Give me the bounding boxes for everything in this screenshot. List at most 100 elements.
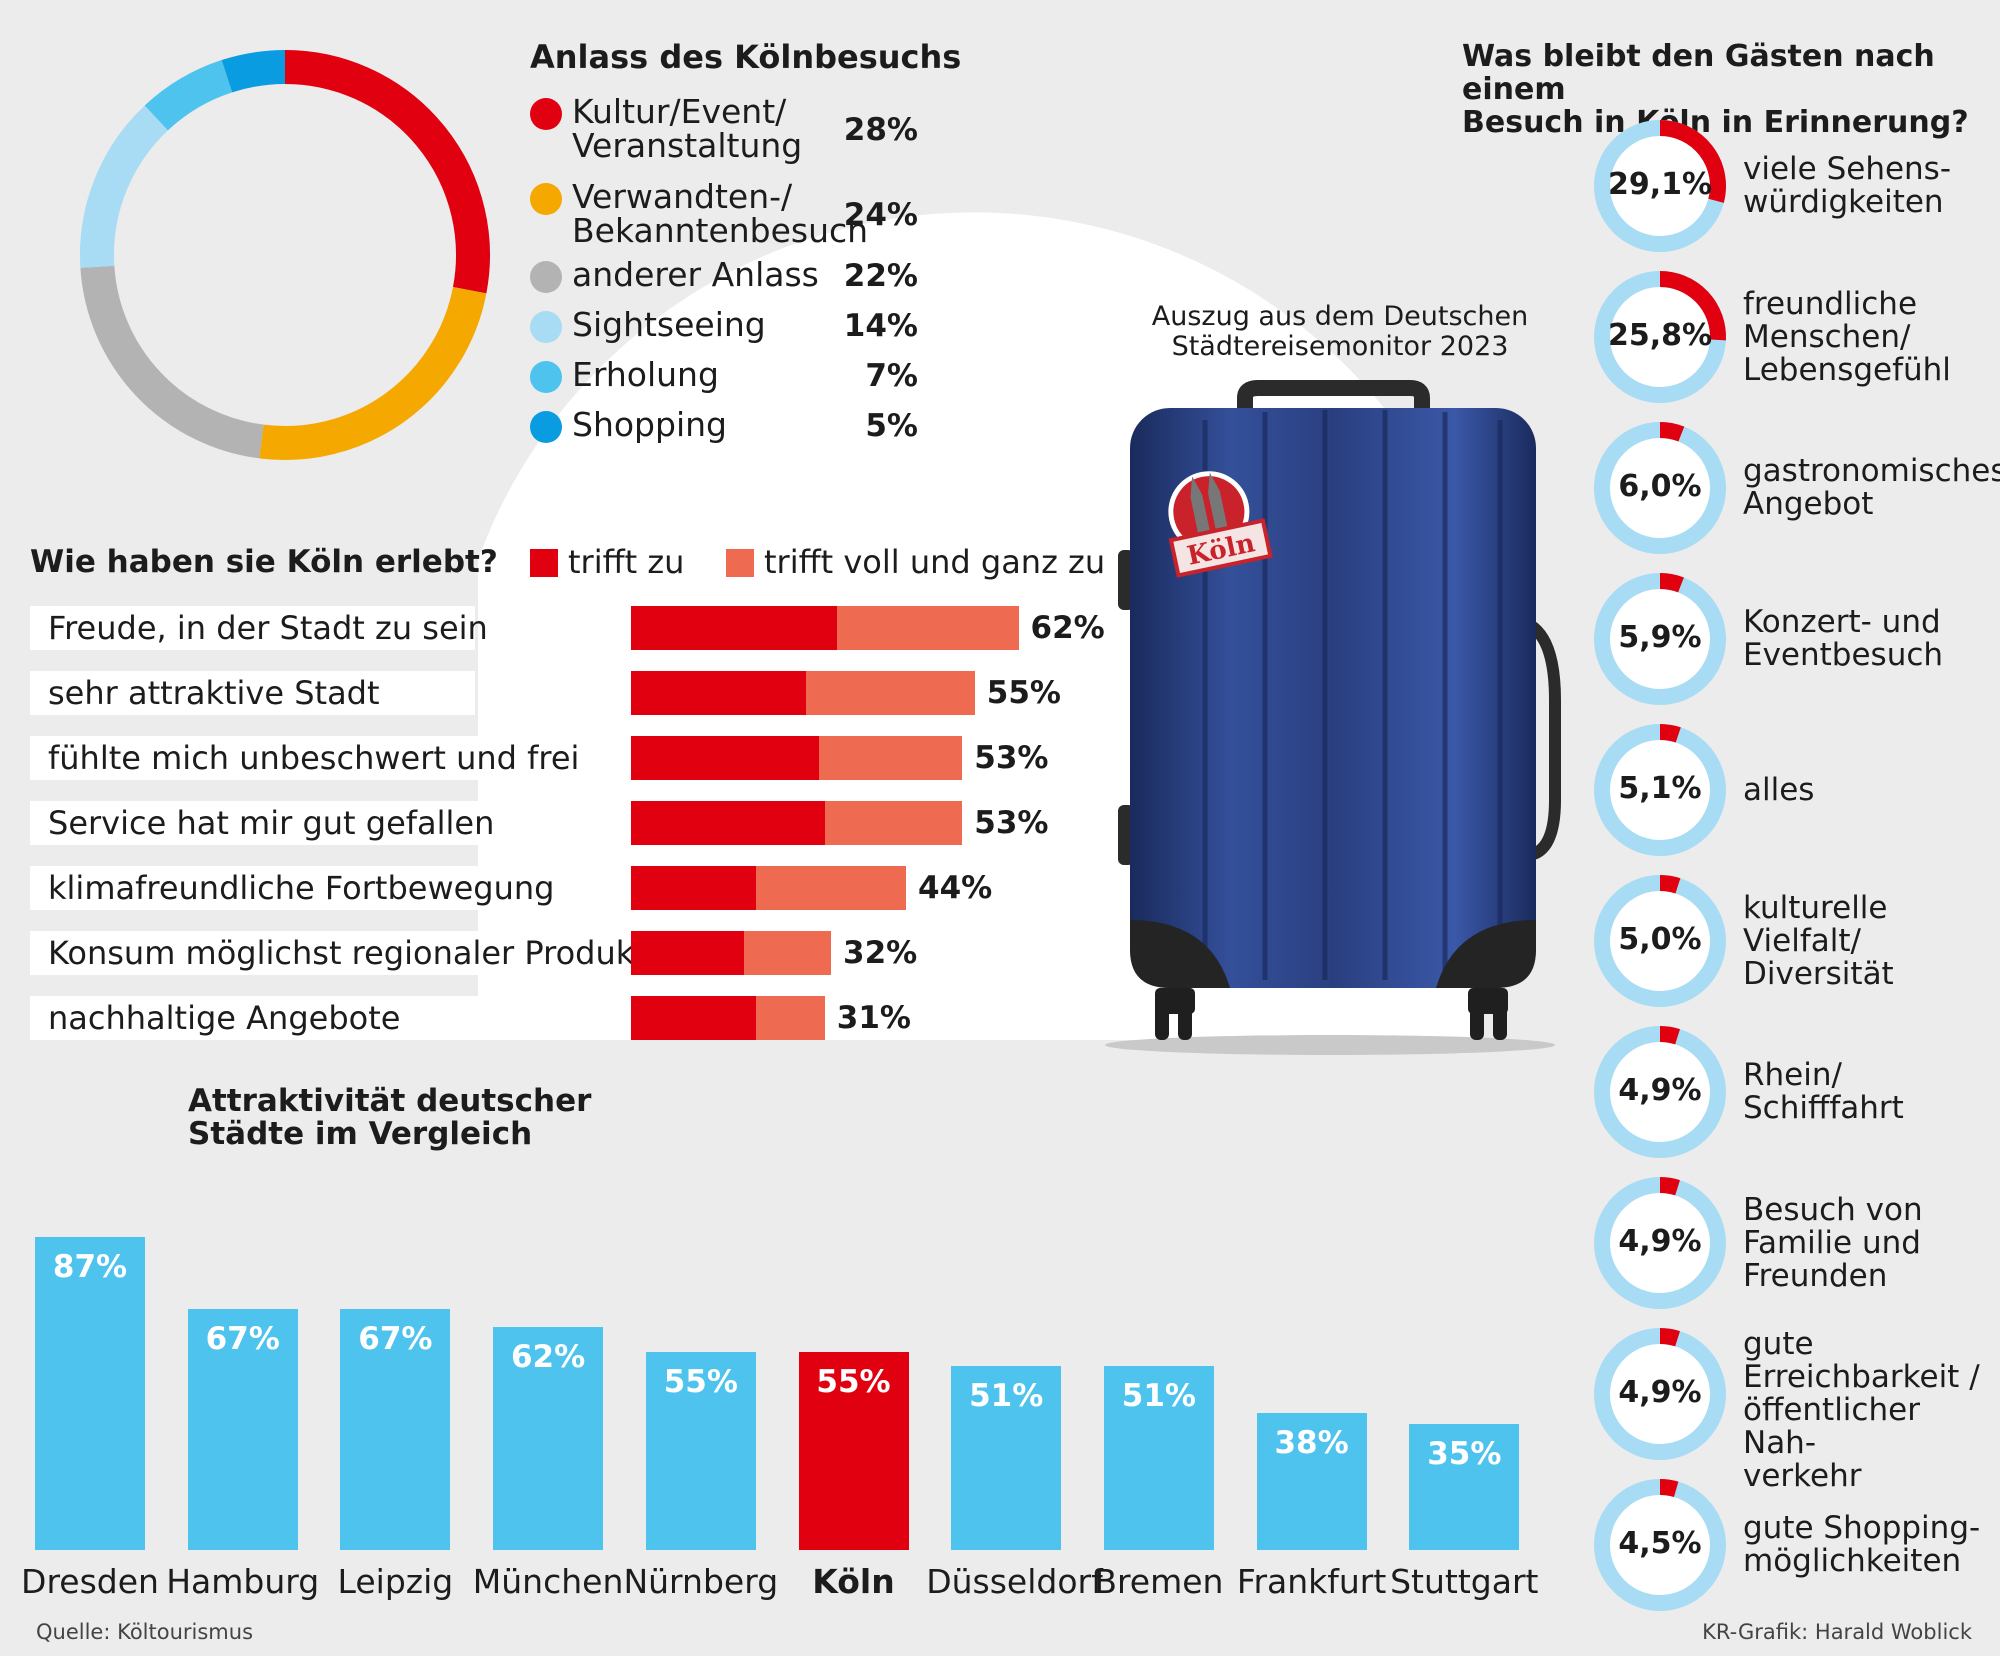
city-value-1: 67%	[205, 1320, 280, 1357]
experience-label-bg	[30, 866, 510, 910]
suitcase-handle	[1237, 380, 1430, 420]
legend-label-0: Kultur/Event/Veranstaltung	[572, 95, 802, 163]
experience-label: klimafreundliche Fortbewegung	[48, 869, 555, 907]
bar-total-label: 53%	[974, 805, 1049, 841]
memory-label-7: Besuch von Familie und Freunden	[1743, 1193, 1923, 1294]
experience-label: Service hat mir gut gefallen	[48, 804, 495, 842]
memory-ring-8	[1594, 1328, 1726, 1460]
city-name-5: Köln	[812, 1562, 895, 1601]
memory-label-line: verkehr	[1743, 1458, 1862, 1494]
memory-ring-9	[1594, 1479, 1726, 1611]
bar-trifft-zu	[631, 606, 838, 650]
excerpt-line-2: Städtereisemonitor 2023	[1171, 331, 1509, 362]
experience-label-bg	[30, 996, 618, 1040]
corner-guard-right	[1436, 920, 1536, 988]
legend-dot-5	[530, 411, 562, 443]
experience-label-bg	[30, 671, 475, 715]
memory-title: Was bleibt den Gästen nach einem Besuch …	[1462, 40, 2000, 139]
memory-label-line: öffentlicher Nah-	[1743, 1392, 1920, 1461]
memory-label-8: gute Erreichbarkeit / öffentlicher Nah-ver…	[1743, 1328, 2000, 1493]
experience-title: Wie haben sie Köln erlebt?	[30, 544, 498, 580]
city-name-0: Dresden	[21, 1562, 159, 1601]
ring-value-arc	[1659, 422, 1685, 442]
city-bar-6	[951, 1366, 1062, 1550]
memory-label-line: möglichkeiten	[1743, 1543, 1962, 1579]
memory-label-line: Menschen/	[1743, 318, 1911, 355]
ring-value-arc	[1659, 573, 1684, 593]
legend-label-1: Verwandten-/Bekanntenbesuch	[572, 180, 868, 248]
bar-trifft-zu	[631, 866, 756, 910]
bar-trifft-voll	[806, 671, 975, 715]
city-value-7: 51%	[1121, 1378, 1196, 1415]
city-name-6: Düsseldorf	[926, 1562, 1103, 1601]
city-name-4: Nürnberg	[623, 1562, 779, 1601]
suitcase-shadow	[1105, 1035, 1555, 1055]
experience-label-bg	[30, 606, 475, 650]
city-bar-3	[493, 1326, 604, 1550]
legend-label-4: Erholung	[572, 358, 719, 392]
experience-label: Konsum möglichst regionaler Produkte	[48, 934, 667, 972]
legend-swatch-trifft-voll	[726, 549, 754, 577]
experience-label: Freude, in der Stadt zu sein	[48, 609, 488, 647]
city-bar-5	[798, 1352, 909, 1550]
legend-label-5: Shopping	[572, 408, 727, 442]
legend-label-2: anderer Anlass	[572, 258, 819, 292]
bar-total-label: 32%	[843, 935, 918, 971]
city-bar-1	[187, 1308, 298, 1550]
legend-value-2: 22%	[843, 258, 918, 294]
experience-label-bg	[30, 801, 510, 845]
legend-label-line-1: Kultur/Event/	[572, 92, 787, 131]
legend-swatch-trifft-zu	[530, 549, 558, 577]
memory-title-line-2: Besuch in Köln in Erinnerung?	[1462, 105, 1969, 140]
memory-label-line: würdigkeiten	[1743, 184, 1944, 220]
city-bar-7	[1103, 1366, 1214, 1550]
donut-slice-0	[284, 50, 490, 294]
credit-note: KR-Grafik: Harald Woblick	[1702, 1620, 1972, 1644]
memory-ring-6	[1594, 1026, 1726, 1158]
memory-value-6: 4,9%	[1618, 1073, 1702, 1108]
memory-label-6: Rhein/Schifffahrt	[1743, 1059, 1904, 1125]
memory-label-line: Familie und	[1743, 1224, 1921, 1261]
bar-trifft-zu	[631, 671, 806, 715]
city-value-0: 87%	[52, 1248, 128, 1285]
ring-value-arc	[1659, 875, 1681, 894]
bar-trifft-zu	[631, 801, 825, 845]
donut-slice-3	[80, 105, 169, 268]
legend-label-line-1: anderer Anlass	[572, 255, 819, 294]
donut-slice-1	[259, 286, 487, 460]
bar-trifft-zu	[631, 736, 819, 780]
memory-ring-4	[1594, 724, 1726, 856]
legend-dot-3	[530, 311, 562, 343]
memory-ring-5	[1594, 875, 1726, 1007]
memory-label-5: kulturelle Vielfalt/Diversität	[1743, 889, 1894, 991]
excerpt-note: Auszug aus dem Deutschen Städtereisemoni…	[1140, 302, 1540, 362]
memory-label-line: Freunden	[1743, 1257, 1888, 1294]
donut-slice-5	[221, 50, 286, 93]
legend-label-line-2: Veranstaltung	[572, 126, 803, 165]
memory-label-line: alles	[1743, 771, 1815, 808]
legend-label-trifft-zu: trifft zu	[568, 543, 685, 581]
legend-dot-0	[530, 98, 562, 130]
city-name-2: Leipzig	[337, 1562, 454, 1601]
corner-guard-left	[1130, 920, 1230, 988]
bar-trifft-voll	[756, 996, 825, 1040]
experience-label-bg	[30, 931, 618, 975]
city-name-7: Bremen	[1094, 1562, 1224, 1601]
suitcase-wheels	[1155, 988, 1508, 1040]
memory-value-9: 4,5%	[1618, 1526, 1702, 1561]
legend-label-line-2: Bekanntenbesuch	[572, 211, 869, 250]
memory-label-line: Erreichbarkeit /	[1743, 1359, 1980, 1395]
legend-label-line-1: Verwandten-/	[572, 177, 793, 216]
source-note: Quelle: Költourismus	[36, 1620, 254, 1644]
bar-total-label: 44%	[918, 870, 993, 906]
city-value-8: 38%	[1274, 1425, 1349, 1462]
bar-trifft-voll	[818, 736, 963, 780]
legend-dot-4	[530, 361, 562, 393]
memory-label-line: Angebot	[1743, 486, 1874, 522]
legend-value-5: 5%	[865, 408, 918, 444]
memory-label-0: viele Sehens-würdigkeiten	[1743, 153, 1951, 219]
memory-label-line: kulturelle	[1743, 889, 1888, 926]
memory-value-1: 25,8%	[1607, 318, 1713, 353]
memory-title-line-1: Was bleibt den Gästen nach einem	[1462, 39, 1935, 107]
